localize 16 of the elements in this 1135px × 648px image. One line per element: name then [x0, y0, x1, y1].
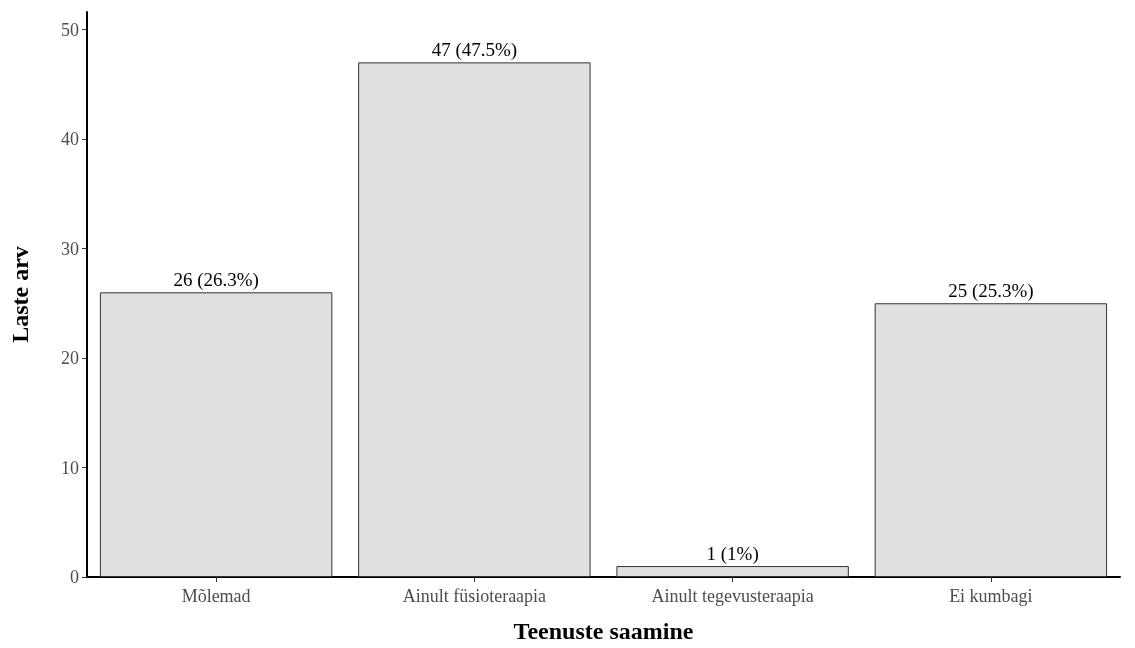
y-axis-title: Laste arv: [7, 246, 33, 343]
y-tick-label: 10: [61, 457, 79, 478]
x-tick-label: Ainult tegevusteraapia: [651, 586, 814, 606]
y-tick-label: 0: [70, 567, 79, 587]
x-axis-title: Teenuste saamine: [513, 618, 694, 644]
y-tick-label: 30: [61, 238, 79, 259]
x-tick-label: Ei kumbagi: [949, 586, 1033, 606]
data-label: 47 (47.5%): [431, 39, 518, 62]
data-label: 25 (25.3%): [948, 280, 1034, 303]
y-tick-label: 40: [61, 129, 79, 150]
y-tick-label: 20: [61, 348, 79, 369]
y-tick-label: 50: [61, 19, 79, 40]
x-tick-label: Ainult füsioteraapia: [402, 586, 547, 606]
data-label: 1 (1%): [706, 543, 759, 566]
data-label: 26 (26.3%): [173, 269, 259, 292]
x-tick-label: Mõlemad: [181, 586, 251, 606]
